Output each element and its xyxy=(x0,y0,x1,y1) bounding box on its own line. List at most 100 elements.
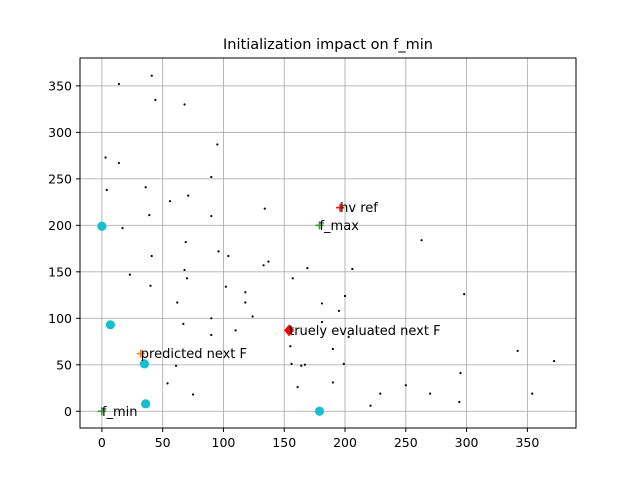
annotation-marker-plus xyxy=(136,349,145,358)
population-point xyxy=(290,362,293,365)
annotation-label: hv ref xyxy=(340,201,378,216)
chart-title: Initialization impact on f_min xyxy=(223,37,433,53)
population-point xyxy=(184,240,187,244)
population-point xyxy=(516,349,519,352)
x-tick-label: 300 xyxy=(455,435,479,450)
x-tick-label: 350 xyxy=(515,435,539,450)
initial-points xyxy=(97,221,325,416)
population-point xyxy=(379,392,382,395)
population-point xyxy=(262,264,265,267)
population-point xyxy=(216,143,219,146)
population-point xyxy=(296,385,299,389)
y-tick-label: 100 xyxy=(48,311,72,326)
population-point xyxy=(306,267,309,270)
population-point xyxy=(210,175,213,179)
population-point xyxy=(210,333,213,337)
population-point xyxy=(144,186,147,189)
x-axis-ticks: 0 50 100 150 200 250 300 350 xyxy=(98,428,539,450)
population-point xyxy=(168,200,172,203)
axes-frame xyxy=(79,57,577,429)
initial-point xyxy=(314,406,325,416)
population-point xyxy=(351,267,354,271)
population-point xyxy=(105,188,108,192)
population-point xyxy=(458,400,461,404)
population-point xyxy=(217,250,220,253)
annotation-marker-plus xyxy=(336,203,345,212)
annotation-label: f_min xyxy=(102,405,138,420)
population-point xyxy=(320,320,324,324)
x-tick-label: 250 xyxy=(394,435,418,450)
y-tick-label: 50 xyxy=(56,357,72,372)
population-point xyxy=(531,392,534,395)
population-point xyxy=(183,103,186,106)
population-point xyxy=(331,381,334,384)
population-point xyxy=(166,382,169,385)
population-point xyxy=(289,345,292,348)
population-point xyxy=(176,301,179,304)
population-point xyxy=(244,291,247,294)
y-axis-ticks: 0 50 100 150 200 250 300 350 xyxy=(48,78,80,419)
population-point xyxy=(347,335,350,338)
population-point xyxy=(404,384,407,387)
population-point xyxy=(463,293,466,296)
population-point xyxy=(244,301,247,304)
population-point xyxy=(303,363,307,366)
population-point xyxy=(174,364,178,367)
annotation-marker-plus xyxy=(97,407,106,416)
population-point xyxy=(148,214,151,217)
population-point xyxy=(342,362,345,365)
population-point xyxy=(150,254,153,258)
population-point xyxy=(331,347,334,351)
x-tick-label: 0 xyxy=(98,435,106,450)
x-tick-label: 200 xyxy=(333,435,357,450)
population-point xyxy=(182,322,185,325)
population-point xyxy=(337,309,341,312)
population-point xyxy=(104,156,107,159)
annotation-label: predicted next F xyxy=(141,347,247,362)
population-point xyxy=(191,393,195,396)
population-point xyxy=(459,372,462,375)
initial-point xyxy=(141,399,151,409)
population-point xyxy=(553,359,556,363)
annotation-marker-plus xyxy=(315,221,324,230)
population-point xyxy=(320,302,324,305)
initial-point xyxy=(105,320,115,330)
population-point xyxy=(224,285,227,288)
population-point xyxy=(210,317,213,320)
population-points xyxy=(104,74,556,407)
population-point xyxy=(343,294,347,298)
y-tick-label: 200 xyxy=(48,218,72,233)
population-point xyxy=(117,161,121,165)
plot-area xyxy=(80,58,576,428)
population-point xyxy=(267,260,270,263)
population-point xyxy=(150,74,153,77)
annotation-marker-diamond xyxy=(284,324,295,337)
population-point xyxy=(429,392,432,395)
x-tick-label: 100 xyxy=(212,435,236,450)
initial-point xyxy=(97,221,107,231)
population-point xyxy=(117,82,121,86)
population-point xyxy=(375,330,378,333)
population-point xyxy=(121,227,124,230)
population-point xyxy=(185,277,189,280)
y-tick-label: 300 xyxy=(48,125,72,140)
population-point xyxy=(128,273,131,276)
population-point xyxy=(420,239,423,242)
x-tick-label: 50 xyxy=(155,435,171,450)
population-point xyxy=(369,404,372,407)
y-tick-label: 150 xyxy=(48,264,72,279)
population-point xyxy=(300,364,303,367)
annotation-label: truely evaluated next F xyxy=(289,324,440,339)
y-tick-label: 350 xyxy=(48,78,72,93)
population-point xyxy=(187,194,190,197)
grid xyxy=(80,58,576,428)
population-point xyxy=(149,284,152,287)
population-point xyxy=(291,277,294,280)
annotation-label: f_max xyxy=(319,219,359,234)
x-tick-label: 150 xyxy=(272,435,296,450)
population-point xyxy=(210,214,213,218)
population-point xyxy=(183,268,186,272)
y-tick-label: 250 xyxy=(48,171,72,186)
